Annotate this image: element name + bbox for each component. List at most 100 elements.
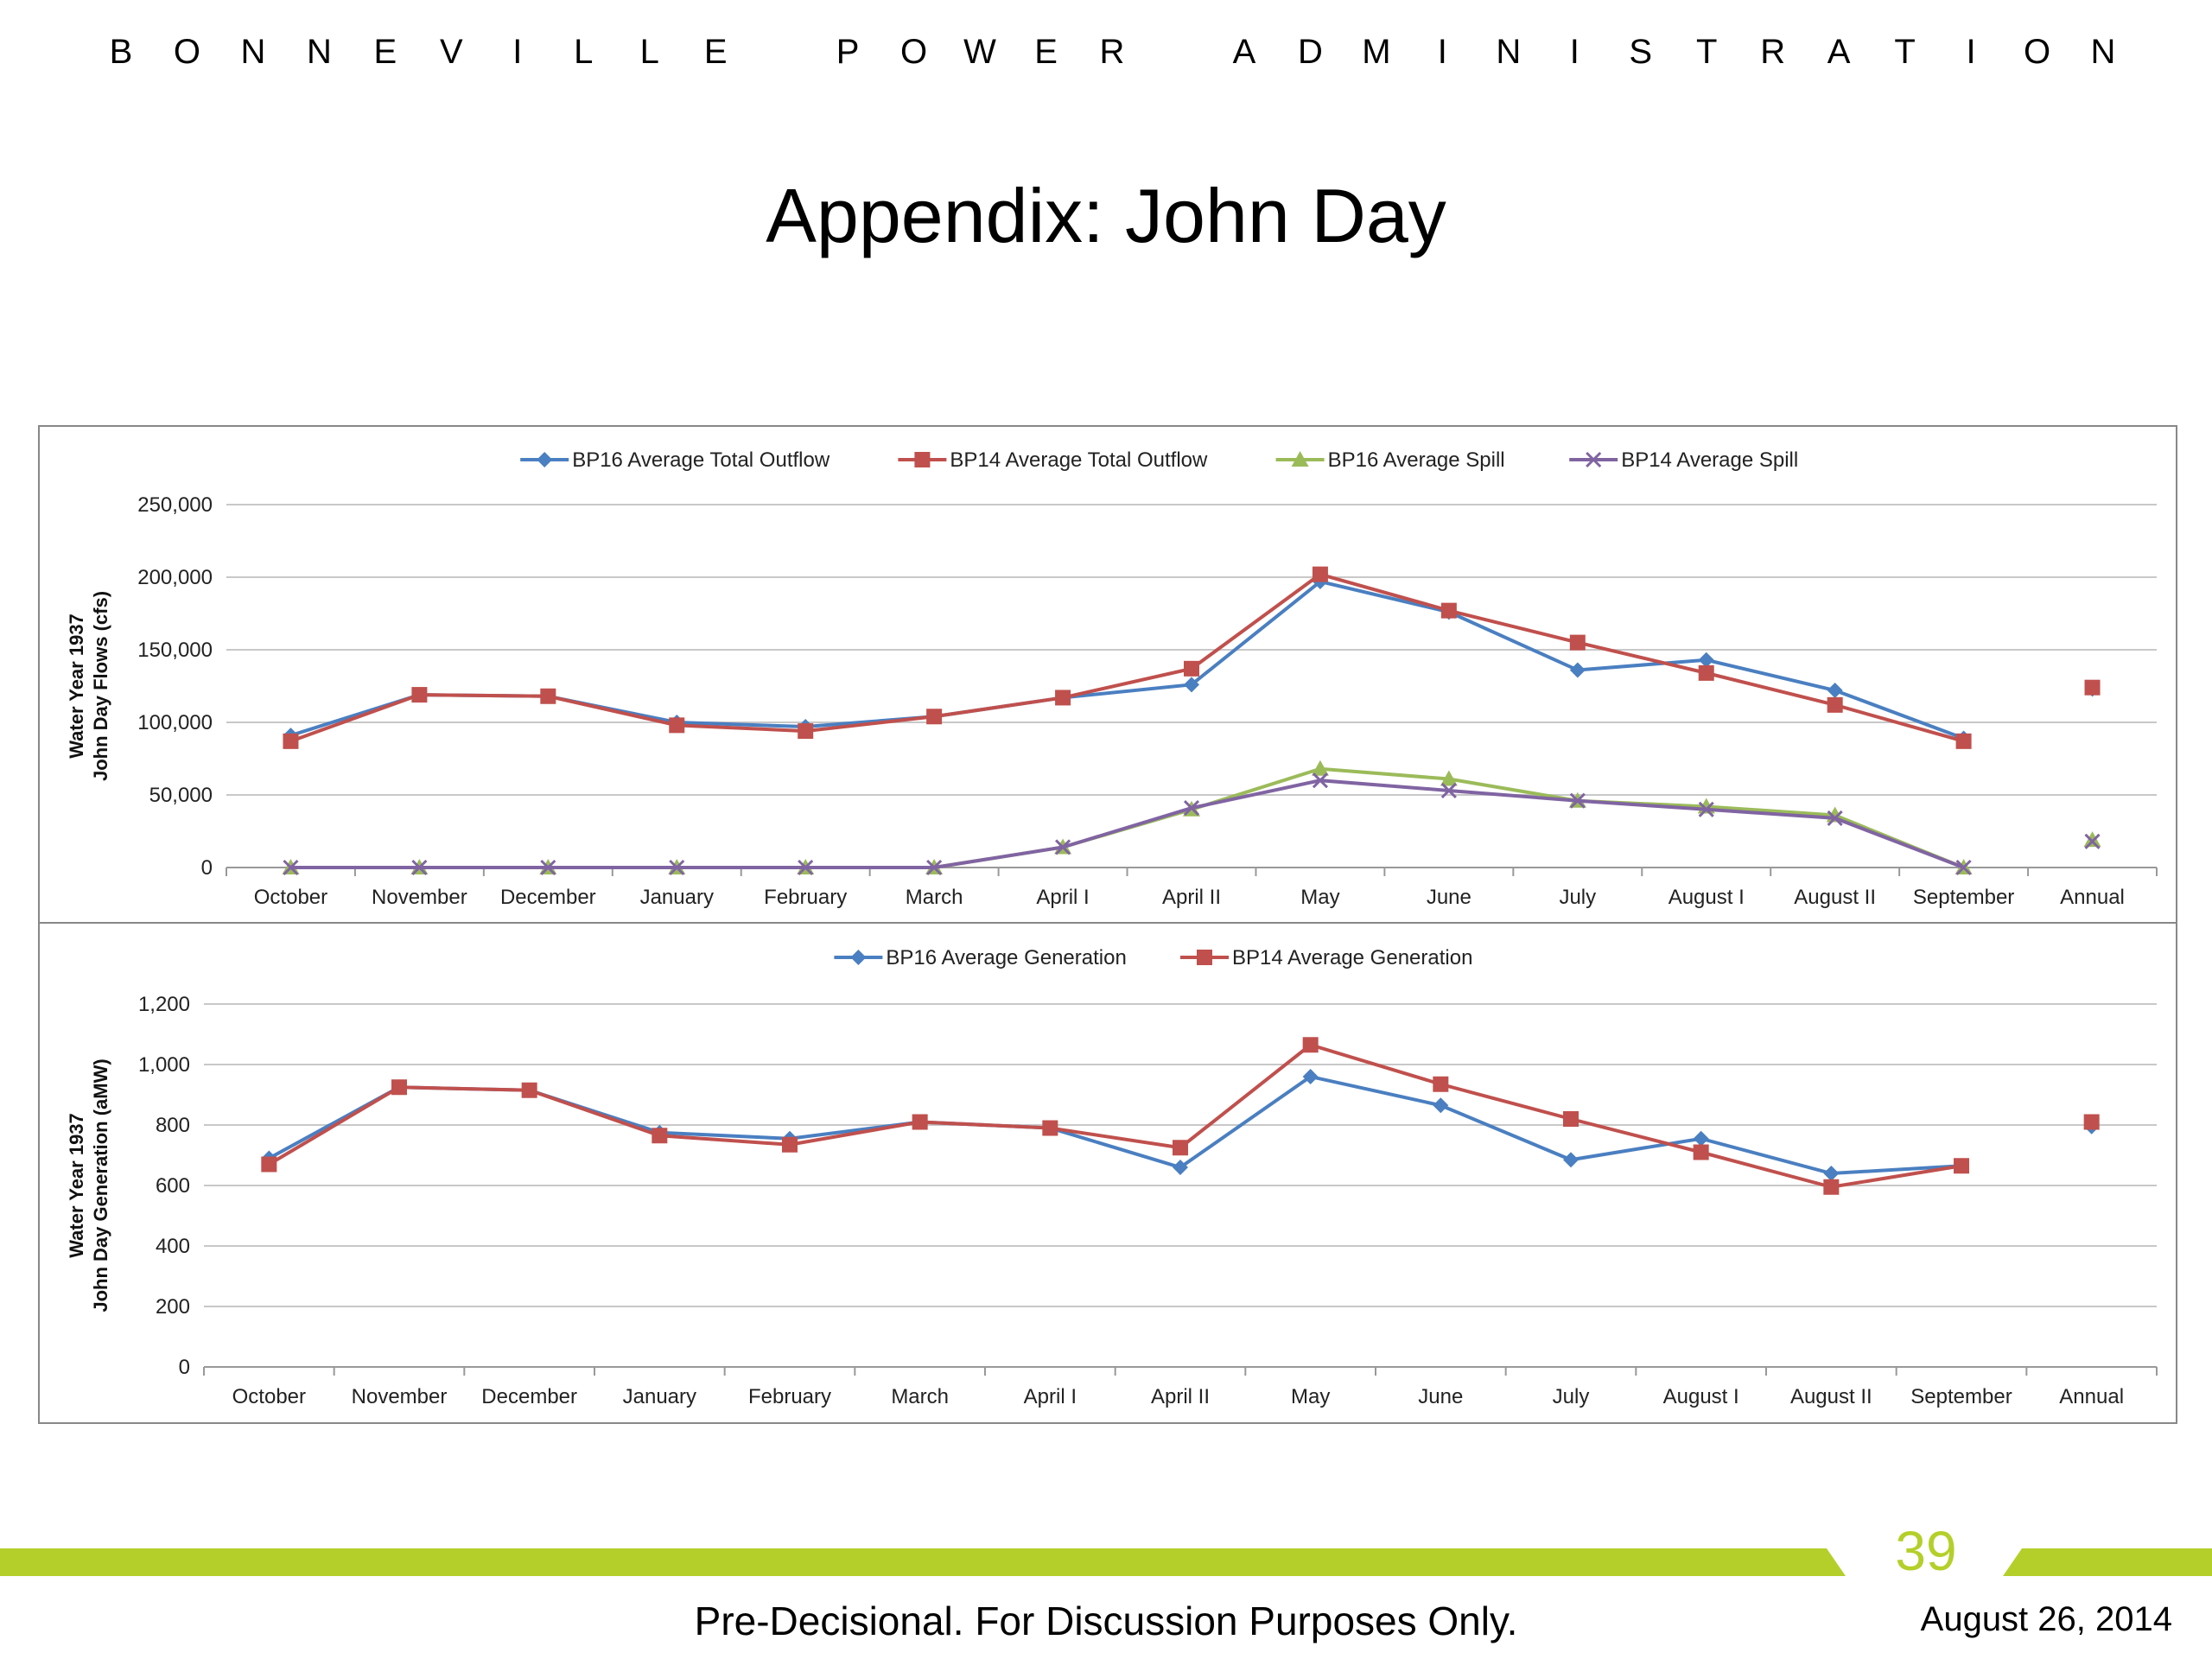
y-tick-label: 200 — [156, 1295, 190, 1319]
legend: BP16 Average Generation BP14 Average Gene… — [834, 946, 1472, 969]
x-tick-label: December — [500, 886, 596, 909]
x-tick-label: January — [640, 886, 714, 909]
data-point-x — [1569, 792, 1586, 809]
data-point-triangle — [2083, 831, 2101, 848]
y-tick-label: 1,000 — [138, 1053, 190, 1077]
footer-bar-left — [0, 1548, 1846, 1576]
data-point-square — [411, 687, 428, 703]
x-tick-label: February — [764, 886, 847, 909]
org-letter: I — [1438, 33, 1447, 71]
x-tick-label: May — [1291, 1385, 1330, 1408]
data-point-x-stroke — [1312, 772, 1328, 789]
data-point-square — [782, 1136, 798, 1153]
y-axis-label-line1: Water Year 1937 — [66, 613, 87, 759]
y-tick-label: 50,000 — [149, 784, 213, 807]
x-tick-label: February — [748, 1385, 831, 1408]
data-point-square — [1563, 1111, 1579, 1127]
data-point-x-stroke — [540, 859, 556, 876]
org-letter: V — [440, 33, 463, 71]
data-point-square — [1055, 690, 1071, 706]
data-point-square — [540, 688, 556, 704]
org-letter: P — [836, 33, 860, 71]
data-point-square — [1302, 1037, 1319, 1053]
data-point-diamond — [1563, 1152, 1579, 1168]
chart-1: 0 50,000 100,000 150,000 200,000 250,000 Octob… — [66, 448, 2158, 909]
data-point-square — [1827, 696, 1843, 713]
series-line — [290, 779, 1965, 869]
legend-item: BP14 Average Spill — [1569, 448, 1798, 472]
org-letter: T — [1696, 33, 1717, 71]
org-letter: O — [900, 33, 927, 71]
data-point-x — [926, 859, 943, 876]
legend-label: BP14 Average Spill — [1621, 448, 1798, 472]
legend-item: BP14 Average Generation — [1180, 946, 1472, 969]
data-point-x-stroke — [926, 859, 943, 876]
chart-frame — [38, 425, 2177, 1424]
data-point-square — [912, 1114, 928, 1130]
series-line — [289, 572, 1965, 743]
x-tick-label: April I — [1036, 886, 1089, 909]
data-point-x — [1586, 451, 1602, 468]
y-axis-label-line2: John Day Flows (cfs) — [90, 591, 111, 781]
data-point-diamond — [1569, 662, 1586, 678]
legend-label: BP16 Average Spill — [1328, 448, 1505, 472]
org-letter: E — [704, 33, 728, 71]
y-tick-label: 0 — [179, 1356, 190, 1379]
data-point-triangle — [1291, 451, 1309, 467]
series-line — [290, 766, 1965, 869]
data-point-x — [1827, 810, 1843, 826]
y-tick-label: 0 — [201, 856, 213, 880]
data-point-diamond — [1302, 1069, 1319, 1084]
data-point-x — [411, 859, 428, 876]
data-point-x — [2084, 833, 2101, 849]
data-point-diamond — [1827, 683, 1843, 699]
data-point-square — [1197, 950, 1212, 965]
y-tick-label: 100,000 — [137, 711, 213, 734]
series-2 — [261, 1037, 2100, 1195]
legend-item: BP16 Average Total Outflow — [520, 448, 830, 472]
org-letter: M — [1362, 33, 1390, 71]
data-point-square — [652, 1128, 668, 1144]
disclaimer-text: Pre-Decisional. For Discussion Purposes … — [694, 1599, 1518, 1643]
org-letter: E — [374, 33, 397, 71]
data-point-diamond — [850, 950, 867, 965]
x-tick-label: September — [1910, 1385, 2012, 1408]
data-point-x — [1440, 782, 1457, 799]
x-tick-label: August I — [1663, 1385, 1739, 1408]
x-tick-label: October — [232, 1385, 306, 1408]
legend-label: BP14 Average Generation — [1232, 946, 1472, 969]
data-point-x-stroke — [283, 859, 299, 876]
x-tick-label: August II — [1790, 1385, 1872, 1408]
series-4 — [283, 772, 2101, 876]
data-point-x-stroke — [1183, 800, 1200, 817]
data-point-diamond — [1433, 1097, 1449, 1114]
data-point-x — [1183, 800, 1200, 817]
org-letter: A — [1233, 33, 1256, 71]
data-point-square — [521, 1082, 537, 1098]
data-point-square — [1569, 634, 1586, 651]
data-point-square — [391, 1079, 407, 1096]
data-point-square — [1042, 1120, 1058, 1136]
x-tick-label: December — [481, 1385, 577, 1408]
x-tick-label: June — [1427, 886, 1471, 909]
y-tick-label: 600 — [156, 1174, 190, 1198]
org-letter: N — [1496, 33, 1521, 71]
data-point-x-stroke — [411, 859, 428, 876]
y-tick-label: 150,000 — [137, 639, 213, 662]
data-point-x-stroke — [1569, 792, 1586, 809]
data-point-x-stroke — [2084, 833, 2101, 849]
y-tick-label: 250,000 — [137, 493, 213, 517]
x-tick-label: August I — [1669, 886, 1745, 909]
data-point-x-stroke — [1586, 451, 1602, 468]
y-tick-label: 800 — [156, 1114, 190, 1137]
charts-svg: 0 50,000 100,000 150,000 200,000 250,000 Octob… — [38, 448, 2177, 1408]
data-point-x-stroke — [1955, 859, 1972, 876]
data-point-x — [1312, 772, 1328, 789]
data-point-square — [1433, 1076, 1449, 1092]
series-line — [268, 1043, 1962, 1189]
footer-date: August 26, 2014 — [1920, 1600, 2172, 1638]
x-tick-label: September — [1913, 886, 2014, 909]
x-tick-label: Annual — [2059, 1385, 2124, 1408]
y-tick-label: 400 — [156, 1235, 190, 1258]
